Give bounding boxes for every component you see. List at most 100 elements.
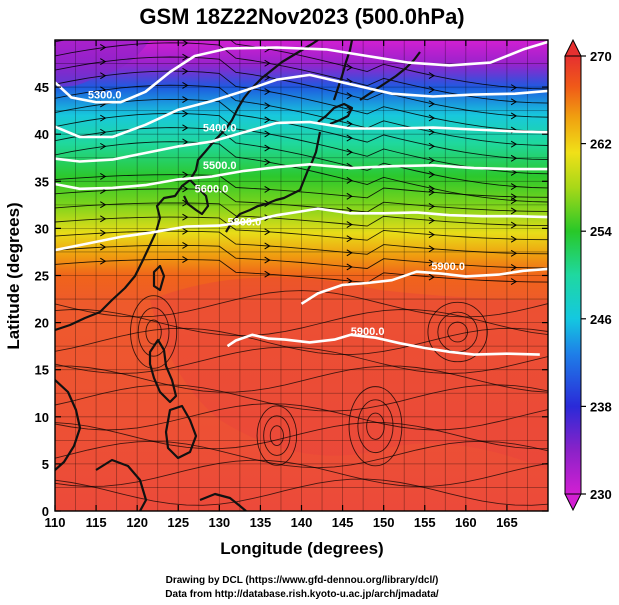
streamline-arrow xyxy=(428,100,435,108)
circulation-gyre xyxy=(447,321,468,343)
figure-title: GSM 18Z22Nov2023 (500.0hPa) xyxy=(139,4,464,29)
streamline-arrow xyxy=(100,58,107,66)
colorbar-ticks: 230 238 246 254 262 270 xyxy=(581,49,612,502)
streamline xyxy=(55,327,548,356)
streamline-arrow xyxy=(428,86,435,94)
contour-line xyxy=(55,207,548,252)
streamline-arrow xyxy=(428,142,435,150)
streamline-arrow xyxy=(100,86,107,94)
streamline-arrow xyxy=(510,221,518,229)
coastlines xyxy=(55,40,421,511)
streamline-arrow xyxy=(100,229,107,237)
contour-line xyxy=(55,163,548,191)
streamline-arrow xyxy=(100,114,107,122)
streamline xyxy=(55,216,548,241)
streamline xyxy=(55,259,548,284)
streamline-arrow xyxy=(264,186,271,193)
colorbar-tick-label: 262 xyxy=(590,137,612,152)
circulation-gyre xyxy=(256,405,298,466)
x-tick-label: 140 xyxy=(291,515,313,530)
colorbar-tick-label: 238 xyxy=(590,399,612,414)
streamline-arrow xyxy=(264,144,271,152)
streamline-arrow xyxy=(428,114,435,122)
streamline-arrow xyxy=(428,171,435,178)
x-tick-label: 120 xyxy=(126,515,148,530)
streamline xyxy=(55,422,548,450)
contour-line xyxy=(55,73,548,139)
streamline-arrow xyxy=(346,177,353,184)
circulation-gyre xyxy=(348,386,403,467)
streamline-arrow xyxy=(182,124,189,132)
streamline-arrow xyxy=(264,130,271,138)
streamline-arrow xyxy=(346,221,353,228)
streamline-arrow xyxy=(182,53,189,61)
streamline-arrow xyxy=(182,81,189,89)
streamline xyxy=(55,384,548,412)
streamline-arrow xyxy=(428,259,435,267)
streamline-arrow xyxy=(428,156,435,164)
credit-line-2: Data from http://database.rish.kyoto-u.a… xyxy=(165,589,439,600)
visayas-mindanao xyxy=(164,404,198,460)
streamline-arrow xyxy=(510,112,518,120)
y-tick-label: 35 xyxy=(35,174,49,189)
streamline xyxy=(55,365,548,393)
vietnam-coast xyxy=(55,379,82,471)
circulation-gyre xyxy=(130,295,178,369)
streamline-arrow xyxy=(428,188,435,196)
contour-label: 5900.0 xyxy=(431,261,465,273)
streamline-arrow xyxy=(428,202,435,210)
streamline-arrow xyxy=(100,72,107,80)
kuril-islands xyxy=(359,51,421,101)
streamline-arrow xyxy=(182,213,189,221)
streamline xyxy=(55,403,548,431)
streamline-arrow xyxy=(100,44,107,51)
circulation-gyre xyxy=(427,301,488,363)
streamline xyxy=(55,70,548,132)
streamline-arrow xyxy=(346,134,353,142)
streamline-arrow xyxy=(428,72,435,80)
streamline xyxy=(55,84,548,146)
y-tick-label: 10 xyxy=(35,410,49,425)
streamline-arrow xyxy=(182,256,189,263)
new-guinea-coast xyxy=(199,492,247,511)
x-tick-label: 135 xyxy=(250,515,272,530)
x-tick-label: 155 xyxy=(414,515,436,530)
geopotential-contours: 5300.0 5400.0 5500.0 5600.0 5800.0 5900.0 5900… xyxy=(55,40,548,356)
streamline-arrow xyxy=(428,217,435,224)
colorbar-tick-label: 254 xyxy=(590,224,612,239)
streamline-arrow xyxy=(510,183,518,190)
streamline-arrow xyxy=(510,154,518,162)
plot-area: 5300.0 5400.0 5500.0 5600.0 5800.0 5900.0 5900… xyxy=(55,40,548,511)
streamline-arrow xyxy=(510,84,518,92)
streamline-arrow xyxy=(182,67,189,75)
streamline-arrow xyxy=(428,128,435,136)
streamline xyxy=(55,202,548,227)
x-tick-label: 145 xyxy=(332,515,354,530)
circulation-gyre xyxy=(269,425,284,446)
contour-label: 5400.0 xyxy=(203,122,237,134)
streamline-arrow xyxy=(264,242,271,250)
y-tick-label: 15 xyxy=(35,363,49,378)
streamline-arrow xyxy=(100,128,107,136)
streamline-arrow xyxy=(100,142,107,150)
colorbar: 230 238 246 254 262 270 xyxy=(564,38,612,512)
warm-band xyxy=(150,277,548,470)
streamline-arrow xyxy=(428,245,435,253)
x-tick-label: 165 xyxy=(496,515,518,530)
colorbar-body xyxy=(564,55,582,495)
x-tick-label: 130 xyxy=(208,515,230,530)
streamline xyxy=(55,230,548,255)
colorbar-tick-label: 246 xyxy=(590,312,612,327)
streamline xyxy=(55,478,548,506)
colorbar-top-arrow xyxy=(564,38,582,57)
contour-label: 5300.0 xyxy=(88,89,122,101)
streamline-arrow xyxy=(182,171,189,179)
contour-line xyxy=(226,333,540,356)
streamline-arrow xyxy=(182,185,189,193)
streamline-arrow xyxy=(346,120,353,128)
contour-label: 5800.0 xyxy=(228,217,262,229)
credit-line-1: Drawing by DCL (https://www.gfd-dennou.o… xyxy=(166,575,439,586)
streamline-arrow xyxy=(182,96,189,103)
japan-kyushu-honshu xyxy=(225,131,322,233)
